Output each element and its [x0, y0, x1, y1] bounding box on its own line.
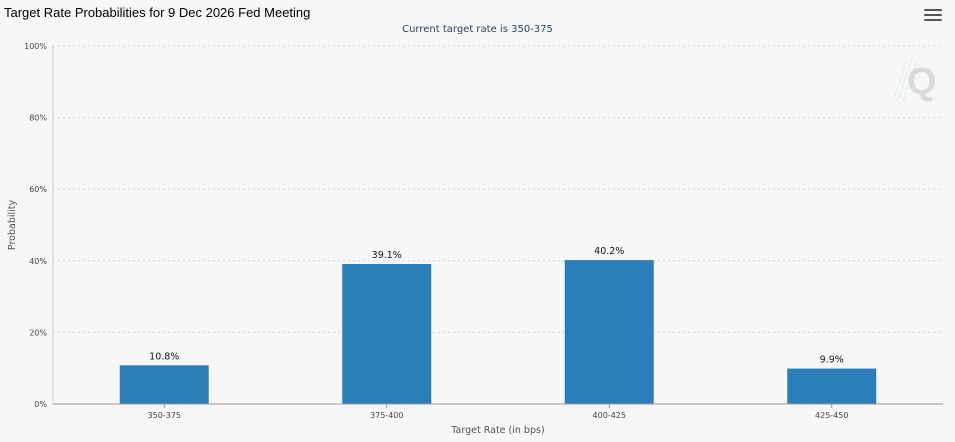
x-axis-title: Target Rate (in bps) [450, 425, 544, 436]
q-logo-icon: Q [894, 57, 937, 103]
bar [564, 260, 654, 404]
data-label: 9.9% [820, 355, 844, 366]
axes: 0% 20% 40% 60% 80% 100% 350-375 375-400 400-425 4… [7, 42, 943, 436]
y-tick-label: 40% [29, 257, 47, 266]
x-tick-label: 350-375 [148, 411, 181, 420]
x-tick-label: 400-425 [593, 411, 626, 420]
chart-title: Target Rate Probabilities for 9 Dec 2026… [4, 5, 311, 20]
bar [787, 368, 877, 404]
y-axis-title: Probability [7, 200, 18, 251]
x-tick-label: 375-400 [370, 411, 403, 420]
grid-lines [53, 45, 943, 333]
data-labels: 10.8% 39.1% 40.2% 9.9% [149, 246, 844, 365]
hamburger-menu-icon[interactable] [924, 9, 942, 23]
data-label: 39.1% [372, 250, 402, 261]
y-tick-label: 20% [29, 328, 47, 337]
bar [119, 365, 209, 404]
y-tick-label: 60% [29, 185, 47, 194]
bar [342, 264, 432, 404]
bars [119, 260, 877, 404]
y-tick-label: 0% [34, 400, 47, 409]
chart-subtitle: Current target rate is 350-375 [402, 24, 553, 35]
x-tick-label: 425-450 [815, 411, 848, 420]
svg-text:Q: Q [907, 61, 937, 103]
data-label: 10.8% [149, 351, 179, 362]
data-label: 40.2% [594, 246, 624, 257]
y-tick-label: 100% [24, 42, 47, 51]
y-tick-label: 80% [29, 114, 47, 123]
